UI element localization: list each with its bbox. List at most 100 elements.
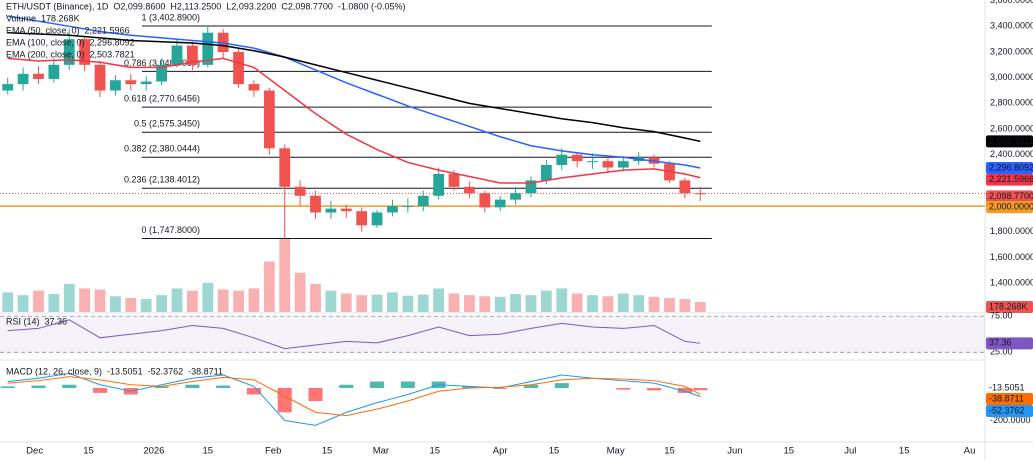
candle-body: [587, 161, 598, 163]
price-label: -38.8711: [989, 393, 1024, 403]
candle-body: [448, 173, 460, 187]
candle-body: [540, 164, 552, 181]
price-label-box: [986, 173, 1033, 186]
candle-body: [371, 212, 383, 226]
volume-bar: [464, 295, 475, 312]
x-tick-label: 15: [783, 446, 794, 457]
volume-bar: [110, 296, 121, 312]
macd-histogram-bar: [62, 384, 77, 388]
candle-body: [140, 81, 152, 85]
price-label: 2,296.8092: [989, 162, 1033, 172]
volume-bar: [140, 299, 152, 312]
candle-body: [33, 73, 44, 79]
volume-bar: [664, 297, 675, 312]
candle-body: [433, 173, 445, 196]
candle-body: [233, 52, 244, 85]
x-tick-label: 15: [322, 446, 333, 457]
volume-bar: [217, 289, 229, 312]
volume-bar: [556, 288, 568, 312]
fib-label: 0.236 (2,138.4012): [124, 175, 200, 185]
volume-bar: [310, 283, 321, 312]
volume-bar: [510, 294, 521, 312]
fib-label: 0 (1,747.8000): [141, 225, 200, 235]
legend-text: MACD (12, 26, close, 9): [6, 366, 102, 376]
volume-bar: [279, 239, 291, 312]
candle-body: [110, 80, 121, 91]
macd-histogram-bar: [370, 381, 385, 388]
candle-body: [479, 193, 491, 208]
candle-body: [17, 73, 29, 85]
x-tick-label: 2026: [143, 446, 164, 457]
fib-label: 0.618 (2,770.6456): [124, 94, 200, 104]
candle-body: [94, 64, 106, 91]
y-tick-label: -200.0000: [990, 415, 1031, 425]
x-tick-label: Mar: [373, 446, 389, 457]
price-label-box: [986, 135, 1033, 148]
y-tick-label: 2,400.0000: [990, 149, 1033, 159]
price-label: 2,221.5966: [989, 174, 1033, 184]
legend-text: 2,221.5966: [85, 25, 130, 35]
fib-label: 0.5 (2,575.3450): [134, 119, 200, 129]
fib-label: 1 (3,402.8900): [141, 12, 200, 22]
candle-body: [202, 32, 214, 65]
volume-bar: [94, 289, 106, 312]
candle-body: [356, 211, 368, 226]
macd-histogram-bar: [677, 388, 692, 393]
candle-body: [694, 193, 706, 195]
volume-bar: [602, 296, 614, 312]
ema-line: [7, 31, 701, 143]
y-tick-label: 3,400.0000: [990, 21, 1033, 31]
candle-body: [340, 208, 352, 212]
indicator-line: [7, 319, 701, 350]
volume-bar: [433, 288, 445, 312]
candle-body: [2, 84, 14, 91]
volume-bar: [494, 296, 506, 312]
volume-bar: [571, 293, 583, 312]
volume-bar: [648, 296, 660, 312]
candle-body: [525, 180, 537, 194]
volume-bar: [448, 293, 460, 312]
legend-text: RSI (14): [6, 316, 40, 326]
volume-bar: [263, 261, 275, 312]
candle-body: [402, 206, 414, 208]
legend-text: EMA (200, close, 0): [6, 49, 85, 59]
volume-bar: [679, 299, 691, 312]
macd-histogram-bar: [693, 388, 708, 391]
macd-histogram-bar: [400, 381, 415, 388]
legend-text: 178.268K: [41, 13, 80, 23]
macd-histogram-bar: [277, 388, 292, 413]
legend-text: O2,099.8600: [113, 1, 165, 11]
volume-bar: [387, 292, 398, 312]
y-tick-label: 2,600.0000: [990, 123, 1033, 133]
x-tick-label: 15: [899, 446, 910, 457]
volume-bar: [540, 290, 552, 312]
price-label: -13.5051: [989, 382, 1025, 392]
candle-body: [310, 195, 321, 213]
legend-text: L2,093.2200: [226, 1, 276, 11]
y-tick-label: 3,600.0000: [990, 0, 1033, 5]
volume-bar: [617, 293, 629, 312]
legend-text: ETH/USDT (Binance), 1D: [6, 1, 109, 11]
candle-body: [63, 39, 75, 65]
price-label: 2,098.7700: [989, 191, 1033, 201]
price-label: 37.36: [989, 338, 1012, 348]
candle-body: [248, 84, 260, 91]
candle-body: [602, 161, 614, 168]
macd-histogram-bar: [462, 386, 477, 388]
price-label: -52.3762: [989, 405, 1025, 415]
candle-body: [263, 90, 275, 149]
indicator-line: [7, 376, 701, 417]
x-tick-label: Dec: [26, 446, 43, 457]
ema-line: [7, 15, 701, 169]
volume-bar: [417, 294, 429, 312]
volume-bar: [325, 290, 337, 312]
volume-bar: [186, 290, 198, 312]
volume-bar: [171, 288, 183, 312]
volume-bar: [525, 295, 537, 312]
y-tick-label: 2,800.0000: [990, 98, 1033, 108]
y-tick-label: 1,400.0000: [990, 277, 1033, 287]
volume-bar: [294, 272, 306, 312]
